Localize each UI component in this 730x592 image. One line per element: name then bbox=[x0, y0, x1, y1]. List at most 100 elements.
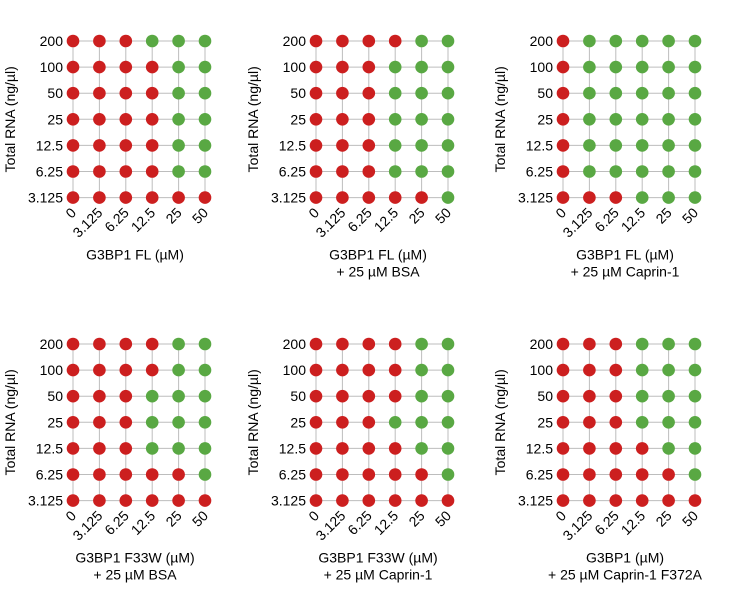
x-tick-label: 25 bbox=[405, 507, 427, 529]
data-point-green bbox=[662, 86, 675, 100]
data-point-red bbox=[556, 165, 570, 178]
data-point-green bbox=[635, 337, 649, 351]
data-point-green bbox=[145, 34, 159, 48]
data-point-green bbox=[583, 165, 596, 178]
data-point-red bbox=[362, 468, 376, 481]
data-point-red bbox=[336, 442, 349, 455]
data-point-red bbox=[609, 363, 623, 377]
data-point-green bbox=[441, 60, 455, 74]
data-point-red bbox=[309, 389, 323, 403]
data-point-green bbox=[609, 86, 623, 100]
data-point-green bbox=[688, 34, 702, 48]
y-tick-label: 200 bbox=[40, 33, 64, 49]
data-point-green bbox=[172, 86, 185, 100]
data-point-red bbox=[309, 468, 323, 481]
x-tick-label: 6.25 bbox=[344, 204, 375, 235]
data-point-red bbox=[362, 389, 376, 403]
y-tick-label: 3.125 bbox=[518, 190, 553, 206]
y-tick-label: 3.125 bbox=[28, 493, 63, 509]
data-point-green bbox=[198, 60, 212, 74]
data-point-red bbox=[145, 494, 159, 507]
data-point-green bbox=[688, 389, 702, 403]
data-point-red bbox=[145, 337, 159, 351]
y-tick-label: 12.5 bbox=[526, 440, 553, 456]
data-point-red bbox=[145, 191, 159, 204]
data-point-red bbox=[336, 337, 349, 351]
data-point-green bbox=[688, 363, 702, 377]
data-point-green bbox=[415, 34, 428, 48]
x-tick-label: 50 bbox=[679, 204, 701, 226]
data-point-red bbox=[336, 113, 349, 126]
data-point-red bbox=[119, 86, 133, 100]
y-axis-label: Total RNA (ng/µl) bbox=[245, 66, 261, 172]
x-tick-label: 3.125 bbox=[69, 507, 105, 543]
data-point-red bbox=[556, 34, 570, 48]
data-point-red bbox=[556, 363, 570, 377]
data-point-green bbox=[635, 60, 649, 74]
data-point-green bbox=[388, 416, 402, 429]
data-point-red bbox=[583, 442, 596, 455]
data-point-red bbox=[583, 191, 596, 204]
data-point-red bbox=[119, 191, 133, 204]
x-axis-label: + 25 µM Caprin-1 bbox=[324, 567, 433, 583]
data-point-red bbox=[556, 337, 570, 351]
data-point-green bbox=[635, 113, 649, 126]
data-point-red bbox=[441, 494, 455, 507]
data-point-green bbox=[172, 165, 185, 178]
data-point-red bbox=[336, 468, 349, 481]
data-point-green bbox=[388, 86, 402, 100]
data-point-red bbox=[336, 139, 349, 152]
y-tick-label: 50 bbox=[290, 85, 306, 101]
data-point-green bbox=[198, 139, 212, 152]
data-point-red bbox=[336, 34, 349, 48]
x-tick-label: 25 bbox=[405, 204, 427, 226]
data-point-red bbox=[583, 468, 596, 481]
data-point-green bbox=[688, 442, 702, 455]
x-tick-label: 6.25 bbox=[101, 507, 132, 538]
data-point-red bbox=[336, 60, 349, 74]
data-point-green bbox=[662, 389, 675, 403]
data-point-red bbox=[66, 86, 80, 100]
data-point-green bbox=[198, 363, 212, 377]
data-point-red bbox=[119, 60, 133, 74]
data-point-green bbox=[688, 337, 702, 351]
data-point-red bbox=[662, 494, 675, 507]
data-point-red bbox=[309, 165, 323, 178]
data-point-green bbox=[388, 60, 402, 74]
data-point-green bbox=[609, 139, 623, 152]
y-tick-label: 6.25 bbox=[36, 164, 63, 180]
x-axis-label: G3BP1 FL (µM) bbox=[329, 247, 427, 263]
data-point-red bbox=[583, 494, 596, 507]
data-point-green bbox=[662, 34, 675, 48]
data-point-red bbox=[66, 34, 80, 48]
data-point-green bbox=[583, 34, 596, 48]
x-tick-label: 50 bbox=[432, 507, 454, 529]
x-tick-label: 0 bbox=[305, 507, 322, 524]
data-point-red bbox=[362, 113, 376, 126]
data-point-red bbox=[66, 113, 80, 126]
x-tick-label: 25 bbox=[162, 507, 184, 529]
data-point-red bbox=[556, 494, 570, 507]
data-point-red bbox=[388, 494, 402, 507]
x-axis-label: G3BP1 F33W (µM) bbox=[318, 550, 437, 566]
data-point-red bbox=[336, 389, 349, 403]
data-point-green bbox=[388, 165, 402, 178]
data-point-red bbox=[635, 442, 649, 455]
data-point-green bbox=[609, 60, 623, 74]
data-point-green bbox=[172, 363, 185, 377]
data-point-red bbox=[66, 416, 80, 429]
data-point-green bbox=[172, 34, 185, 48]
data-point-red bbox=[388, 191, 402, 204]
y-tick-label: 6.25 bbox=[36, 467, 63, 483]
y-tick-label: 25 bbox=[47, 414, 63, 430]
data-point-green bbox=[662, 363, 675, 377]
x-tick-label: 25 bbox=[162, 204, 184, 226]
data-point-red bbox=[145, 113, 159, 126]
data-point-red bbox=[388, 363, 402, 377]
data-point-green bbox=[145, 442, 159, 455]
data-point-green bbox=[662, 337, 675, 351]
data-point-green bbox=[198, 34, 212, 48]
data-point-red bbox=[66, 389, 80, 403]
